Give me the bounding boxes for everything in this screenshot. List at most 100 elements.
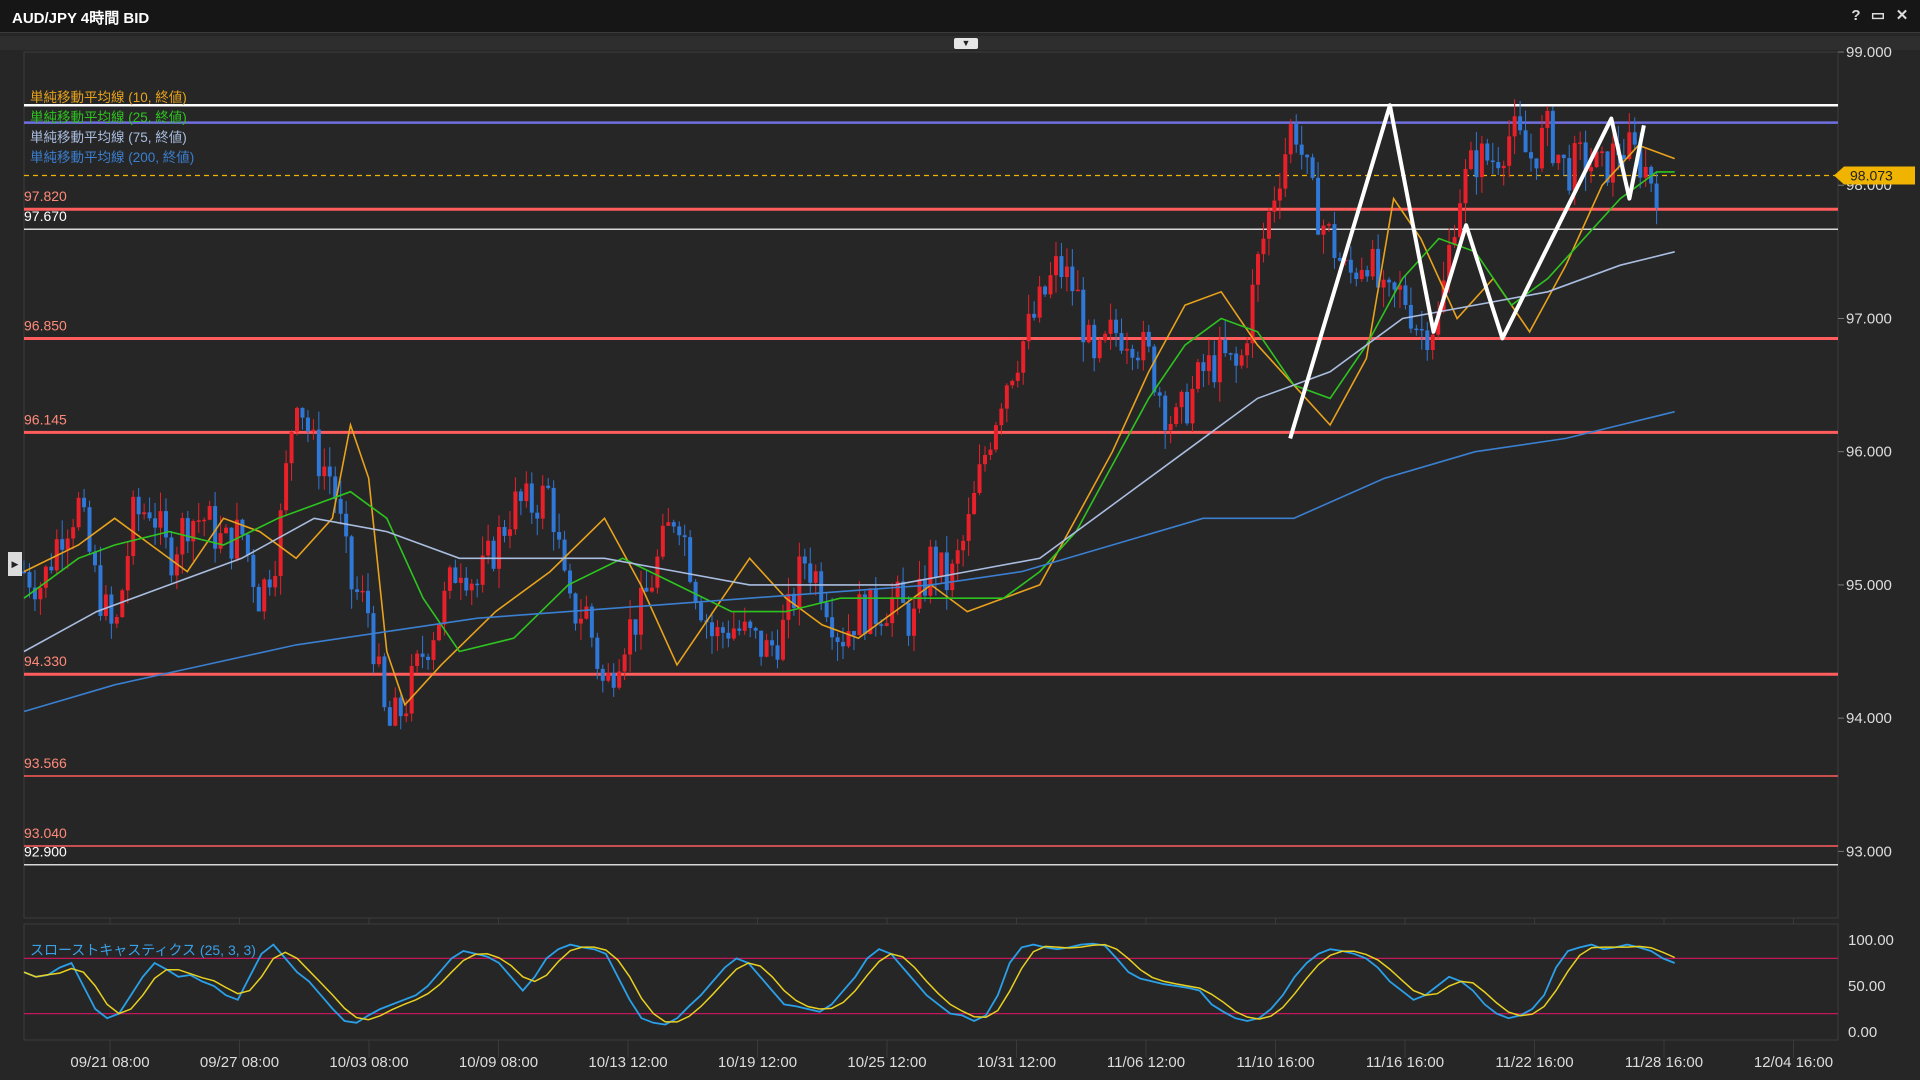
x-tick-label: 10/19 12:00 bbox=[718, 1054, 797, 1071]
candle-body bbox=[742, 621, 747, 631]
candle-body bbox=[1468, 150, 1473, 169]
candle-body bbox=[1397, 285, 1402, 290]
candle-body bbox=[475, 583, 480, 586]
candle-body bbox=[502, 527, 507, 536]
side-panel-toggle[interactable]: ▶ bbox=[8, 552, 22, 576]
candle-body bbox=[748, 621, 753, 629]
candle-body bbox=[371, 613, 376, 665]
candle-body bbox=[82, 497, 87, 508]
candle-body bbox=[1534, 158, 1539, 169]
candle-body bbox=[513, 491, 518, 530]
level-label: 94.330 bbox=[24, 653, 67, 669]
candle-body bbox=[163, 511, 168, 538]
candle-body bbox=[622, 654, 627, 672]
current-price-label: 98.073 bbox=[1850, 168, 1893, 184]
level-label: 97.670 bbox=[24, 208, 67, 224]
candle-body bbox=[688, 537, 693, 582]
candle-body bbox=[1201, 362, 1206, 372]
candle-body bbox=[546, 485, 551, 488]
candle-body bbox=[38, 587, 43, 600]
candle-body bbox=[830, 617, 835, 638]
candle-body bbox=[114, 617, 119, 624]
candle-body bbox=[480, 555, 485, 585]
level-label: 93.566 bbox=[24, 755, 67, 771]
candle-body bbox=[87, 507, 92, 552]
x-tick-label: 11/28 16:00 bbox=[1625, 1054, 1703, 1071]
candle-body bbox=[486, 540, 491, 556]
candle-body bbox=[153, 518, 158, 528]
candle-body bbox=[660, 525, 665, 557]
candle-body bbox=[1392, 282, 1397, 290]
candle-body bbox=[71, 527, 76, 539]
candle-body bbox=[1414, 328, 1419, 331]
candle-body bbox=[458, 577, 463, 583]
candle-body bbox=[1021, 341, 1026, 373]
candle-body bbox=[693, 581, 698, 603]
candle-body bbox=[1567, 158, 1572, 191]
candle-body bbox=[1015, 372, 1020, 381]
candle-body bbox=[278, 510, 283, 577]
candle-body bbox=[1146, 331, 1151, 347]
x-tick-label: 10/25 12:00 bbox=[847, 1054, 926, 1071]
candle-body bbox=[677, 526, 682, 536]
close-icon[interactable]: ✕ bbox=[1895, 7, 1909, 24]
candle-body bbox=[338, 499, 343, 514]
candle-body bbox=[1070, 266, 1075, 292]
candle-body bbox=[120, 590, 125, 618]
ma-legend: 単純移動平均線 (10, 終値) 単純移動平均線 (25, 終値) 単純移動平均線 … bbox=[30, 88, 194, 168]
candle-body bbox=[961, 540, 966, 551]
candle-body bbox=[196, 520, 201, 522]
candle-body bbox=[988, 449, 993, 455]
candle-body bbox=[1272, 200, 1277, 212]
help-icon[interactable]: ? bbox=[1851, 7, 1861, 24]
x-tick-label: 11/10 16:00 bbox=[1236, 1054, 1314, 1071]
candle-body bbox=[229, 527, 234, 559]
candle-body bbox=[775, 645, 780, 660]
stoch-k-line bbox=[23, 942, 1676, 1026]
candle-body bbox=[43, 566, 48, 588]
candle-body bbox=[1266, 211, 1271, 239]
candle-body bbox=[1545, 110, 1550, 128]
chart-frame bbox=[23, 51, 1839, 919]
candle-body bbox=[27, 572, 32, 588]
candle-body bbox=[770, 640, 775, 646]
ma10-line bbox=[23, 144, 1675, 707]
ma-legend-item: 単純移動平均線 (10, 終値) bbox=[30, 90, 187, 105]
candle-body bbox=[1578, 142, 1583, 144]
candle-body bbox=[1004, 385, 1009, 409]
oscillator-frame bbox=[23, 923, 1839, 1041]
candle-body bbox=[1305, 154, 1310, 158]
candle-body bbox=[507, 529, 512, 536]
candle-body bbox=[524, 483, 529, 502]
level-label: 92.900 bbox=[24, 844, 67, 860]
candle-body bbox=[431, 640, 436, 660]
candle-body bbox=[939, 552, 944, 578]
candle-body bbox=[578, 618, 583, 624]
candle-body bbox=[349, 536, 354, 590]
candle-body bbox=[1599, 151, 1604, 153]
candle-body bbox=[1114, 319, 1119, 334]
candle-body bbox=[846, 631, 851, 647]
candle-body bbox=[857, 594, 862, 636]
candle-body bbox=[125, 556, 130, 591]
candle-body bbox=[464, 577, 469, 591]
chevron-down-icon[interactable]: ▼ bbox=[954, 38, 978, 49]
candle-body bbox=[65, 538, 70, 550]
candle-body bbox=[993, 425, 998, 450]
candle-body bbox=[158, 511, 163, 528]
candle-body bbox=[1185, 391, 1190, 424]
candle-body bbox=[1108, 319, 1113, 334]
maximize-icon[interactable]: ▭ bbox=[1870, 7, 1886, 24]
candle-body bbox=[355, 589, 360, 592]
candle-body bbox=[955, 550, 960, 564]
candle-body bbox=[879, 624, 884, 626]
candle-body bbox=[1048, 275, 1053, 295]
candle-body bbox=[32, 587, 37, 600]
candle-body bbox=[1518, 116, 1523, 131]
candle-body bbox=[1130, 348, 1135, 358]
candle-body bbox=[1452, 237, 1457, 246]
candle-body bbox=[1610, 143, 1615, 183]
candle-body bbox=[398, 697, 403, 717]
candle-body bbox=[344, 513, 349, 537]
